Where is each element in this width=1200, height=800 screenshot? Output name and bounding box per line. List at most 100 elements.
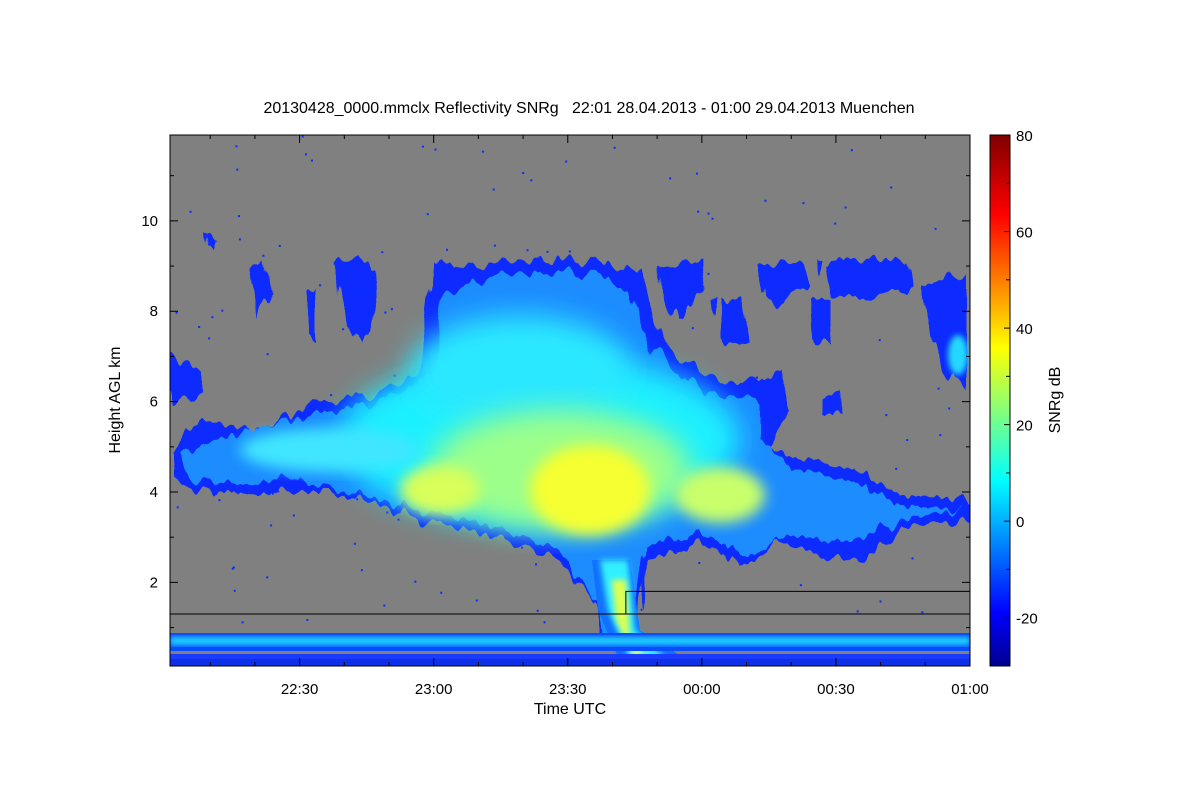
colorbar-tick-label: 60 xyxy=(1016,225,1033,242)
noise-pixel xyxy=(235,145,238,148)
noise-pixel xyxy=(393,374,396,377)
noise-pixel xyxy=(755,376,758,379)
noise-pixel xyxy=(707,272,710,275)
cell-9-core xyxy=(948,335,968,375)
noise-pixel xyxy=(921,611,924,614)
noise-pixel xyxy=(426,213,429,216)
noise-pixel xyxy=(353,542,356,545)
noise-pixel xyxy=(278,244,281,247)
noise-pixel xyxy=(421,145,424,148)
noise-pixel xyxy=(397,518,400,521)
noise-pixel xyxy=(879,600,882,603)
noise-pixel xyxy=(546,250,549,253)
chart-title: 20130428_0000.mmclx Reflectivity SNRg 22… xyxy=(263,100,914,117)
noise-pixel xyxy=(262,254,265,257)
colorbar-label: SNRg dB xyxy=(1047,367,1064,434)
noise-pixel xyxy=(844,206,847,209)
echo-cyan-top xyxy=(410,315,630,425)
noise-pixel xyxy=(342,328,345,331)
noise-pixel xyxy=(310,159,313,162)
y-tick-label: 4 xyxy=(150,484,158,501)
band-low-blue xyxy=(170,654,970,659)
noise-pixel xyxy=(306,618,309,621)
noise-pixel xyxy=(414,580,417,583)
noise-pixel xyxy=(176,506,179,509)
noise-pixel xyxy=(568,250,571,253)
noise-pixel xyxy=(890,186,893,189)
cell-10 xyxy=(820,396,842,415)
noise-pixel xyxy=(330,394,333,397)
noise-pixel xyxy=(878,339,881,342)
noise-pixel xyxy=(232,566,235,569)
noise-pixel xyxy=(384,311,387,314)
noise-pixel xyxy=(434,148,437,151)
noise-pixel xyxy=(834,222,837,225)
noise-pixel xyxy=(493,244,496,247)
noise-pixel xyxy=(640,608,643,611)
noise-pixel xyxy=(613,146,616,149)
x-tick-label: 23:00 xyxy=(415,681,453,698)
noise-pixel xyxy=(799,584,802,587)
radar-echo-core xyxy=(240,315,765,535)
y-tick-label: 6 xyxy=(150,394,158,411)
cell-1 xyxy=(252,262,266,320)
noise-pixel xyxy=(536,609,539,612)
y-tick-label: 10 xyxy=(141,213,158,230)
x-tick-label: 23:30 xyxy=(549,681,587,698)
noise-pixel xyxy=(812,337,815,340)
noise-pixel xyxy=(522,172,525,175)
colorbar-scale xyxy=(989,134,1011,667)
noise-pixel xyxy=(231,567,234,570)
noise-pixel xyxy=(266,353,269,356)
noise-pixel xyxy=(698,561,701,564)
noise-pixel xyxy=(236,168,239,171)
cell-6 xyxy=(760,262,810,310)
noise-pixel xyxy=(390,308,393,311)
band-mid-cyan xyxy=(170,637,970,645)
x-tick-label: 01:00 xyxy=(951,681,989,698)
cell-2 xyxy=(305,285,320,340)
noise-pixel xyxy=(175,311,178,314)
colorbar-tick-label: 40 xyxy=(1016,321,1033,338)
noise-pixel xyxy=(695,172,698,175)
echo-yellow-right xyxy=(675,467,765,523)
x-tick-label: 22:30 xyxy=(281,681,319,698)
noise-pixel xyxy=(856,610,859,613)
noise-pixel xyxy=(711,217,714,220)
noise-pixel xyxy=(911,557,914,560)
noise-pixel xyxy=(301,135,304,138)
noise-pixel xyxy=(530,179,533,182)
colorbar-tick-label: 80 xyxy=(1016,128,1033,145)
noise-pixel xyxy=(266,576,269,579)
cell-12 xyxy=(205,235,220,248)
x-axis: 22:30 23:00 23:30 00:00 00:30 01:00 xyxy=(209,135,989,698)
noise-pixel xyxy=(440,591,443,594)
cell-3 xyxy=(330,255,372,340)
colorbar: -20 0 20 40 60 80 SNRg dB xyxy=(989,128,1064,667)
noise-pixel xyxy=(565,160,568,163)
low-level-echoes xyxy=(170,633,970,666)
noise-pixel xyxy=(492,188,495,191)
plot-frame xyxy=(169,134,971,667)
noise-pixel xyxy=(381,251,384,254)
noise-pixel xyxy=(241,621,244,624)
band-ground xyxy=(170,659,970,666)
colorbar-tick-label: 20 xyxy=(1016,418,1033,435)
cell-5 xyxy=(715,295,748,345)
noise-pixel xyxy=(802,202,805,205)
y-tick-label: 2 xyxy=(150,574,158,591)
noise-pixel xyxy=(482,150,485,153)
noise-pixel xyxy=(360,569,363,572)
noise-pixel xyxy=(850,149,853,152)
noise-pixel xyxy=(208,337,211,340)
noise-pixel xyxy=(198,325,201,328)
overlay-line-upper xyxy=(625,590,970,615)
noise-pixel xyxy=(697,210,700,213)
noise-pixel xyxy=(475,599,478,602)
echo-yellow-core xyxy=(530,445,650,535)
noise-pixel xyxy=(233,589,236,592)
colorbar-tick-label: -20 xyxy=(1016,611,1038,628)
noise-pixel xyxy=(211,316,214,319)
noise-pixel xyxy=(446,248,449,251)
